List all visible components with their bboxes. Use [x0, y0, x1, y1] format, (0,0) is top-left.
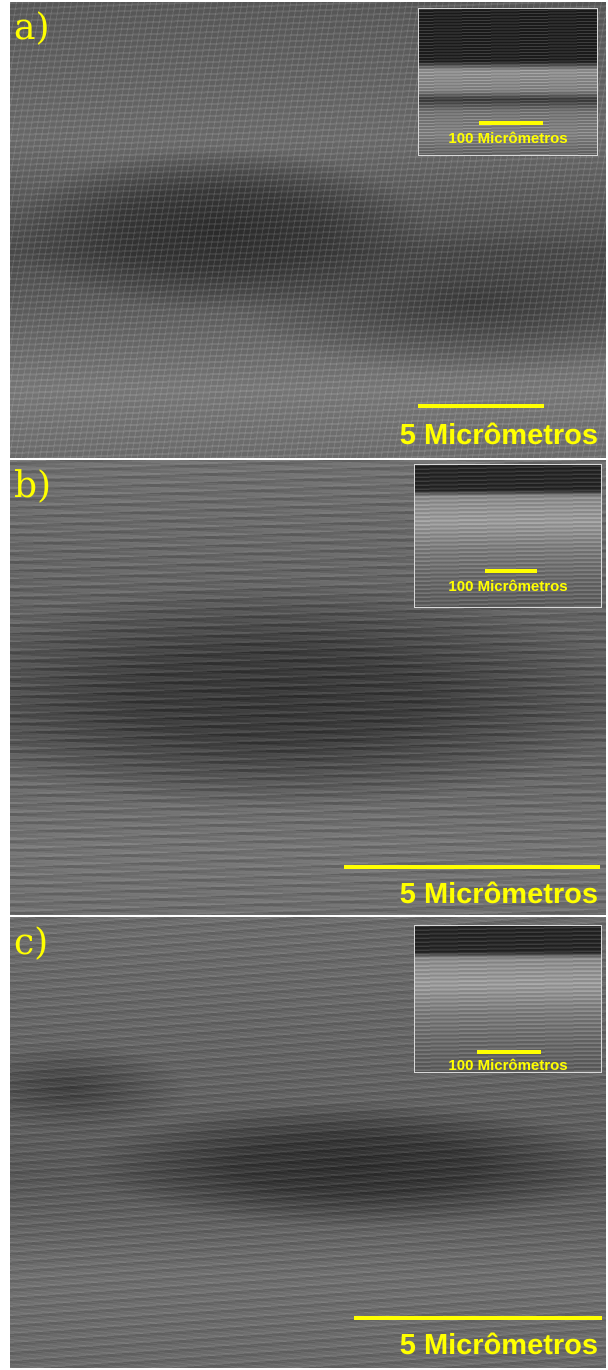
inset-micrograph: 100 Micrômetros: [414, 925, 602, 1073]
main-scale-label: 5 Micrômetros: [399, 1329, 598, 1361]
main-scale-label: 5 Micrômetros: [399, 878, 598, 910]
panel-label: b): [14, 465, 52, 506]
panel-label: a): [14, 7, 50, 48]
inset-micrograph: 100 Micrômetros: [414, 464, 602, 608]
inset-micrograph: 100 Micrômetros: [418, 8, 598, 156]
main-scale-bar: [418, 404, 544, 408]
inset-scale-label: 100 Micrômetros: [448, 130, 568, 147]
main-scale-bar: [344, 865, 600, 869]
inset-image: [415, 926, 601, 1072]
inset-image: [419, 9, 597, 155]
sem-panel-b: b) 100 Micrômetros 5 Micrômetros: [10, 460, 606, 915]
inset-scale-bar: [479, 121, 543, 125]
sem-panel-c: c) 100 Micrômetros 5 Micrômetros: [10, 917, 606, 1368]
sem-panel-a: a) 100 Micrômetros 5 Micrômetros: [10, 2, 606, 458]
main-scale-bar: [354, 1316, 602, 1320]
inset-scale-label: 100 Micrômetros: [448, 578, 568, 595]
inset-scale-label: 100 Micrômetros: [448, 1057, 568, 1073]
inset-scale-bar: [485, 569, 537, 573]
panel-label: c): [14, 922, 49, 963]
inset-scale-bar: [477, 1050, 541, 1054]
main-scale-label: 5 Micrômetros: [399, 419, 598, 451]
inset-image: [415, 465, 601, 607]
